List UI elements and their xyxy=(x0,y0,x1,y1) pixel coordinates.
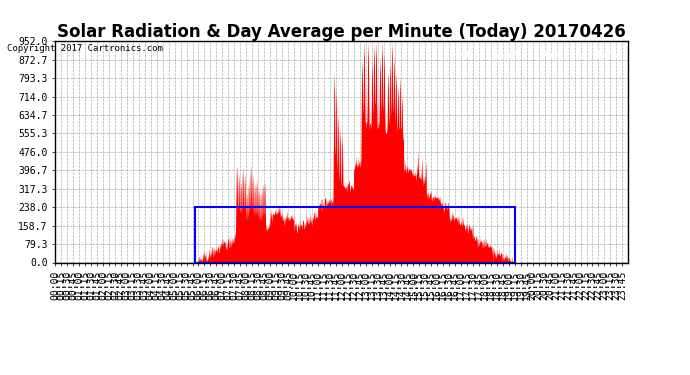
Text: Median (W/m2): Median (W/m2) xyxy=(453,51,523,60)
Text: Radiation (W/m2): Radiation (W/m2) xyxy=(542,51,629,60)
Text: Copyright 2017 Cartronics.com: Copyright 2017 Cartronics.com xyxy=(7,44,163,52)
Bar xyxy=(195,207,515,262)
Title: Solar Radiation & Day Average per Minute (Today) 20170426: Solar Radiation & Day Average per Minute… xyxy=(57,23,626,41)
